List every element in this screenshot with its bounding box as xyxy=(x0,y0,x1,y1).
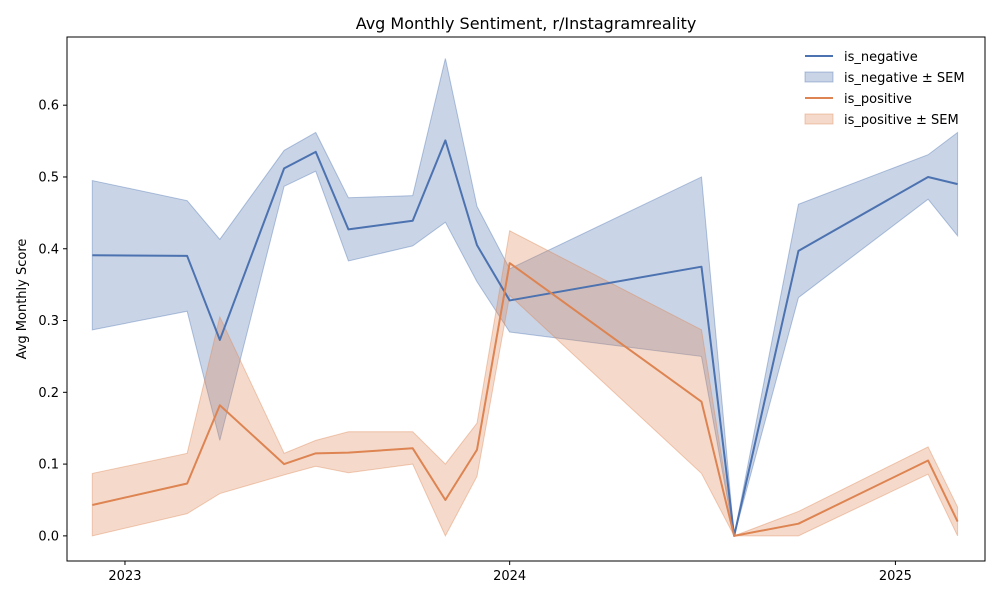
x-tick-label: 2024 xyxy=(493,569,526,584)
y-tick-label: 0.5 xyxy=(38,170,59,185)
y-axis: 0.0 0.1 0.2 0.3 0.4 0.5 0.6 xyxy=(38,99,67,544)
legend-label: is_negative ± SEM xyxy=(844,71,965,86)
y-tick-label: 0.0 xyxy=(38,529,59,544)
y-tick-label: 0.2 xyxy=(38,386,59,401)
plot-frame xyxy=(66,36,986,562)
band-is-positive xyxy=(91,230,959,538)
y-tick-label: 0.1 xyxy=(38,458,59,473)
x-axis: 2023 2024 2025 xyxy=(108,561,912,584)
chart-title: Avg Monthly Sentiment, r/Instagramrealit… xyxy=(356,14,697,33)
y-tick-label: 0.6 xyxy=(38,99,59,114)
y-axis-label: Avg Monthly Score xyxy=(15,239,30,360)
legend-label: is_positive xyxy=(844,92,912,107)
legend-label: is_positive ± SEM xyxy=(844,113,959,128)
x-tick-label: 2025 xyxy=(879,569,912,584)
x-tick-label: 2023 xyxy=(108,569,141,584)
y-tick-label: 0.3 xyxy=(38,314,59,329)
line-is-positive xyxy=(92,262,959,537)
y-tick-label: 0.4 xyxy=(38,242,59,257)
line-is-negative xyxy=(92,139,958,537)
legend-swatch-band-is-positive xyxy=(804,113,834,125)
series-lines xyxy=(92,139,959,537)
legend: is_negative is_negative ± SEM is_positivei… xyxy=(804,50,965,128)
legend-label: is_negative xyxy=(844,50,918,65)
legend-swatch-band-is-negative xyxy=(804,71,834,83)
